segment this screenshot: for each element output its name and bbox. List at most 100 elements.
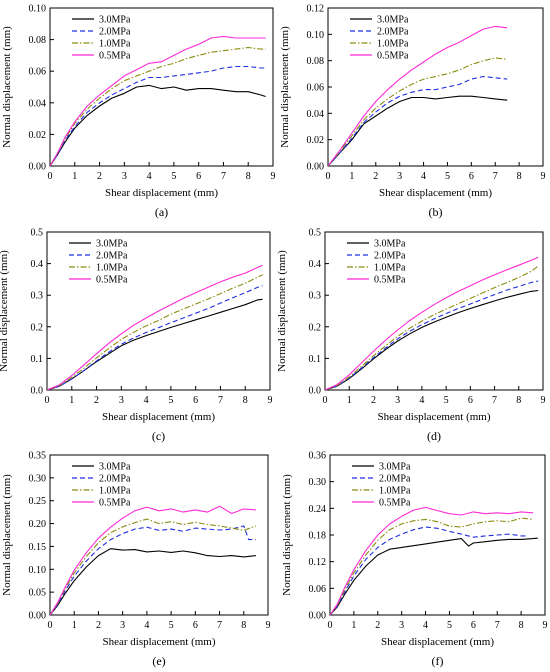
x-tick-label: 7 (495, 620, 500, 631)
legend-entry: 3.0MPa (96, 239, 128, 250)
x-tick-label: 9 (268, 395, 273, 406)
series-group (50, 35, 266, 166)
series-line-1-0mpa (50, 518, 257, 615)
x-tick-label: 1 (72, 171, 77, 182)
x-tick-label: 7 (218, 395, 223, 406)
legend-entry: 0.5MPa (99, 51, 131, 62)
y-tick-label: 0.30 (29, 473, 47, 484)
x-tick-label: 7 (217, 620, 222, 631)
x-tick-label: 2 (375, 620, 380, 631)
y-tick-label: 0.30 (309, 477, 327, 488)
x-tick-label: 5 (445, 171, 450, 182)
x-tick-label: 0 (323, 395, 328, 406)
legend-entry: 3.0MPa (99, 15, 131, 26)
legend-entry: 1.0MPa (99, 486, 131, 497)
legend-entry: 2.0MPa (379, 474, 411, 485)
x-tick-label: 5 (168, 395, 173, 406)
x-tick-label: 4 (423, 620, 428, 631)
series-line-1-0mpa (328, 57, 508, 166)
series-line-2-0mpa (328, 75, 508, 166)
x-tick-label: 8 (243, 395, 248, 406)
legend-entry: 0.5MPa (374, 275, 406, 286)
series-line-0-5mpa (47, 264, 263, 390)
chart-panel-5: 0 1 2 3 4 5 6 7 8 9 0.00 0.05 0.10 0.15 0.20 0.25 0.30 0.… (1, 451, 271, 669)
x-tick-label: 0 (48, 620, 53, 631)
y-tick-label: 0.4 (31, 259, 44, 270)
y-axis-label: Normal displacement (mm) (281, 474, 293, 596)
x-tick-label: 8 (517, 171, 522, 182)
panel-label: (f) (432, 654, 444, 668)
legend-entry: 1.0MPa (377, 39, 409, 50)
y-tick-label: 0.12 (309, 557, 327, 568)
x-tick-label: 3 (395, 395, 400, 406)
legend-entry: 3.0MPa (379, 462, 411, 473)
y-tick-label: 0.4 (309, 259, 322, 270)
series-line-1-0mpa (50, 46, 266, 166)
x-tick-label: 2 (371, 395, 376, 406)
series-line-0-5mpa (325, 256, 539, 390)
x-tick-label: 8 (516, 395, 521, 406)
x-tick-label: 6 (193, 620, 198, 631)
x-tick-label: 3 (120, 620, 125, 631)
series-group (325, 256, 539, 390)
x-axis-label: Shear displacement (mm) (379, 187, 492, 199)
y-tick-label: 0.20 (29, 519, 47, 530)
y-axis-label: Normal displacement (mm) (1, 26, 13, 148)
y-tick-label: 0.04 (29, 98, 47, 109)
legend-entry: 3.0MPa (99, 462, 131, 473)
y-tick-label: 0.04 (307, 109, 325, 120)
series-line-1-0mpa (330, 517, 534, 615)
series-line-2-0mpa (325, 280, 539, 390)
x-tick-label: 3 (397, 171, 402, 182)
y-tick-label: 0.3 (31, 291, 44, 302)
y-tick-label: 0.12 (307, 4, 325, 15)
x-tick-label: 2 (373, 171, 378, 182)
series-group (328, 25, 508, 166)
x-tick-label: 4 (144, 395, 149, 406)
y-tick-label: 0.02 (29, 130, 47, 141)
y-tick-label: 0.1 (309, 354, 322, 365)
series-line-0-5mpa (50, 35, 266, 166)
legend-entry: 1.0MPa (99, 39, 131, 50)
plot-frame (327, 7, 544, 167)
panel-label: (e) (152, 654, 165, 668)
series-line-3-0mpa (50, 84, 266, 166)
y-tick-label: 0.1 (31, 354, 44, 365)
y-tick-label: 0.08 (29, 35, 47, 46)
plot-frame (324, 231, 544, 391)
chart-panel-1: 0 1 2 3 4 5 6 7 8 9 0.00 0.02 0.04 0.06 0.08 0.10 Shear … (1, 4, 276, 220)
x-tick-label: 4 (419, 395, 424, 406)
legend-entry: 0.5MPa (99, 498, 131, 509)
y-tick-label: 0.10 (29, 4, 47, 15)
legend-entry: 1.0MPa (379, 486, 411, 497)
series-line-3-0mpa (328, 95, 508, 166)
y-tick-label: 0.10 (307, 30, 325, 41)
y-tick-label: 0.0 (31, 386, 44, 397)
x-axis-label: Shear displacement (mm) (381, 636, 494, 648)
series-line-3-0mpa (330, 537, 538, 615)
x-tick-label: 1 (351, 620, 356, 631)
legend-entry: 2.0MPa (377, 27, 409, 38)
x-tick-label: 0 (45, 395, 50, 406)
y-tick-label: 0.35 (29, 451, 47, 462)
y-tick-label: 0.2 (309, 322, 322, 333)
y-axis-label: Normal displacement (mm) (0, 250, 10, 372)
y-tick-label: 0.15 (29, 542, 47, 553)
x-tick-label: 6 (468, 395, 473, 406)
series-line-3-0mpa (325, 289, 539, 390)
x-tick-label: 4 (144, 620, 149, 631)
x-tick-label: 1 (69, 395, 74, 406)
y-tick-label: 0.25 (29, 496, 47, 507)
x-axis-label: Shear displacement (mm) (102, 636, 215, 648)
legend-entry: 1.0MPa (96, 263, 128, 274)
series-group (330, 506, 538, 615)
legend-entry: 2.0MPa (374, 251, 406, 262)
y-tick-label: 0.5 (309, 228, 322, 239)
x-tick-label: 1 (72, 620, 77, 631)
x-tick-label: 9 (266, 620, 271, 631)
legend-entry: 3.0MPa (374, 239, 406, 250)
legend-entry: 0.5MPa (379, 498, 411, 509)
x-tick-label: 0 (48, 171, 53, 182)
y-tick-label: 0.36 (309, 451, 327, 462)
x-tick-label: 5 (447, 620, 452, 631)
